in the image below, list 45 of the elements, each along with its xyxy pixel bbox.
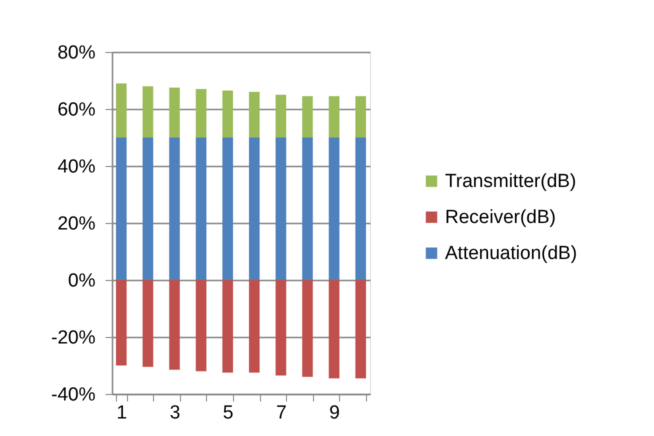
bar [302, 138, 313, 280]
bar [169, 280, 180, 370]
legend-label: Attenuation(dB) [445, 243, 578, 264]
legend-label: Transmitter(dB) [445, 171, 576, 192]
bar [196, 280, 206, 372]
bar [276, 94, 286, 138]
bar [142, 86, 154, 138]
bar [302, 96, 313, 138]
bar [169, 88, 180, 138]
bar [276, 138, 286, 280]
y-tick-label: 80% [57, 42, 96, 64]
x-tick-label: 5 [222, 402, 234, 424]
legend-label: Receiver(dB) [445, 207, 556, 228]
x-tick-label: 7 [276, 402, 287, 424]
y-tick-label: 60% [57, 100, 96, 120]
bar [222, 280, 234, 373]
bar [222, 138, 234, 280]
y-tick-label: -40% [51, 384, 96, 406]
bar [328, 138, 340, 280]
bar [248, 92, 260, 138]
x-tick-label: 3 [170, 402, 180, 424]
bar [328, 96, 340, 138]
bar [196, 138, 206, 280]
y-tick-label: 40% [57, 156, 96, 178]
bar [355, 280, 366, 378]
bar [116, 138, 127, 280]
bar [328, 280, 340, 378]
bar [169, 138, 180, 280]
bar [116, 83, 127, 138]
bar [248, 280, 260, 373]
bar [355, 96, 366, 138]
y-tick-label: -20% [51, 328, 96, 348]
bar [222, 90, 234, 138]
bar [355, 138, 366, 280]
x-tick-label: 9 [329, 402, 340, 424]
y-tick-label: 20% [57, 214, 96, 234]
bar [116, 280, 127, 366]
bar [196, 89, 206, 138]
bar [302, 280, 313, 377]
y-tick-label: 0% [68, 270, 96, 292]
bar [276, 280, 286, 376]
bar [142, 138, 154, 280]
bar [248, 138, 260, 280]
x-tick-label: 1 [116, 402, 128, 424]
bar [142, 280, 154, 367]
